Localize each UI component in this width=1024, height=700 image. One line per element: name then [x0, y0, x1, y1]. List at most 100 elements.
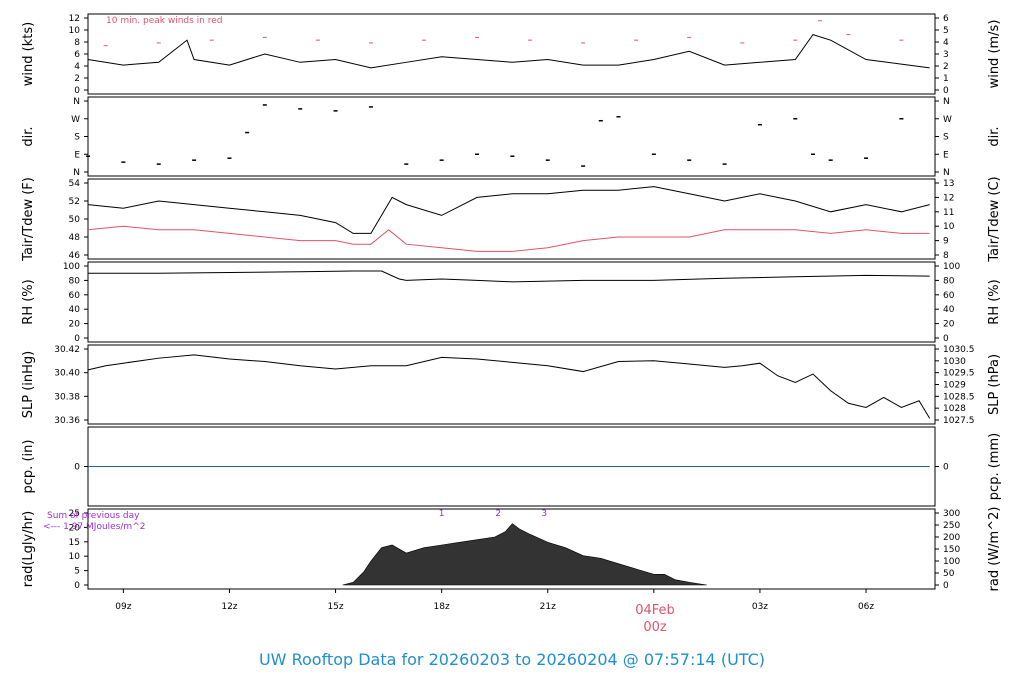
ytick-right-label: 0 — [943, 334, 949, 344]
ylabel-left: pcp. (in) — [21, 440, 36, 494]
wind-annotation: 10 min. peak winds in red — [106, 16, 223, 26]
ytick-right-label: 20 — [943, 320, 955, 330]
ylabel-left: Tair/Tdew (F) — [21, 177, 36, 262]
ytick-left-label: 0 — [74, 463, 80, 473]
ylabel-left: wind (kts) — [21, 22, 36, 86]
ytick-right-label: W — [943, 115, 952, 125]
ytick-right-label: 9 — [943, 237, 949, 247]
x-axis: 09z 12z 15z 18z 21z 03z 06z — [115, 589, 874, 612]
ytick-left-label: 52 — [69, 197, 80, 207]
ytick-left-label: 6 — [74, 50, 80, 60]
xtick-label: 03z — [752, 602, 768, 612]
panel-slp: SLP (inHg) SLP (hPa) 30.36 30.38 30.40 30.42 1… — [21, 344, 1002, 426]
ytick-left-label: N — [73, 168, 80, 178]
ytick-right-label: 1029 — [943, 381, 966, 391]
panel-rh: RH (%) RH (%) 0 20 40 60 80 100 0 20 40 60 80 100 — [21, 261, 1002, 344]
ytick-left-label: 30.40 — [54, 369, 80, 379]
ytick-right-label: 50 — [943, 569, 955, 579]
ylabel-right: pcp. (mm) — [987, 433, 1002, 500]
ytick-right-label: 5 — [943, 26, 949, 36]
ytick-right-label: 13 — [943, 179, 954, 189]
ylabel-left: dir. — [21, 126, 36, 146]
panel-rad: rad(Lgly/hr) rad (W/m^2)05101520250501001… — [21, 507, 1002, 592]
ytick-left-label: 20 — [69, 320, 81, 330]
rad-annotation-line1: Sum of previous day — [47, 511, 140, 521]
xtick-label: 06z — [858, 602, 874, 612]
ytick-right-label: 300 — [943, 509, 960, 519]
ytick-left-label: 40 — [69, 305, 81, 315]
ytick-left-label: 2 — [74, 74, 80, 84]
ylabel-right: dir. — [987, 126, 1002, 146]
footer-title: UW Rooftop Data for 20260203 to 20260204… — [259, 650, 765, 669]
ytick-left-label: 100 — [63, 262, 80, 272]
ylabel-right: rad (W/m^2) — [987, 507, 1002, 592]
ytick-left-label: 48 — [69, 233, 81, 243]
ytick-left-label: 30.42 — [54, 345, 80, 355]
ytick-right-label: S — [943, 133, 949, 143]
ytick-left-label: 46 — [69, 251, 81, 261]
panel-frame — [87, 178, 936, 260]
series-line-slp-0 — [87, 354, 931, 419]
rad-marker: 3 — [541, 509, 547, 519]
ytick-left-label: 0 — [74, 581, 80, 591]
ytick-right-label: 1029.5 — [943, 369, 975, 379]
ytick-right-label: 1 — [943, 74, 949, 84]
ytick-right-label: 40 — [943, 305, 955, 315]
ytick-right-label: 4 — [943, 38, 949, 48]
ytick-right-label: 150 — [943, 545, 960, 555]
ytick-right-label: 60 — [943, 291, 955, 301]
ytick-right-label: N — [943, 97, 950, 107]
xtick-label: 21z — [540, 602, 556, 612]
ytick-left-label: 12 — [69, 14, 80, 24]
xtick-label: 12z — [221, 602, 237, 612]
ytick-right-label: E — [943, 150, 949, 160]
ytick-right-label: 1028 — [943, 404, 966, 414]
ytick-left-label: 50 — [69, 215, 81, 225]
ytick-right-label: 100 — [943, 557, 960, 567]
ytick-left-label: 0 — [74, 86, 80, 96]
ytick-right-label: 1027.5 — [943, 416, 975, 426]
ylabel-left: SLP (inHg) — [21, 351, 36, 419]
ytick-right-label: 80 — [943, 276, 955, 286]
ytick-left-label: 10 — [69, 552, 81, 562]
ytick-right-label: 3 — [943, 50, 949, 60]
ytick-left-label: 30.36 — [54, 416, 80, 426]
series-line-temp-1 — [87, 225, 930, 252]
ytick-left-label: N — [73, 97, 80, 107]
ytick-right-label: 2 — [943, 62, 949, 72]
panel-temp: Tair/Tdew (F) Tair/Tdew (C) 46 48 50 52 54 8 9 10… — [21, 176, 1002, 262]
ytick-right-label: 0 — [943, 463, 949, 473]
ytick-left-label: 54 — [69, 179, 81, 189]
ylabel-right: SLP (hPa) — [987, 354, 1002, 415]
ytick-left-label: 0 — [74, 334, 80, 344]
ylabel-right: wind (m/s) — [987, 20, 1002, 89]
series-line-wind-0 — [87, 34, 930, 69]
ytick-left-label: 30.38 — [54, 392, 80, 402]
series-line-rh-0 — [88, 270, 930, 283]
ytick-right-label: 11 — [943, 208, 954, 218]
ylabel-right: Tair/Tdew (C) — [987, 176, 1002, 262]
ytick-left-label: 60 — [69, 291, 81, 301]
rad-marker: 2 — [495, 509, 501, 519]
ytick-right-label: 100 — [943, 262, 960, 272]
ytick-right-label: 6 — [943, 14, 949, 24]
date-marker-time: 00z — [643, 620, 667, 635]
date-marker-date: 04Feb — [635, 603, 675, 618]
panel-frame — [87, 261, 936, 343]
ylabel-left: RH (%) — [21, 279, 36, 324]
radiation-area — [342, 523, 707, 586]
ytick-right-label: 12 — [943, 193, 954, 203]
ytick-right-label: N — [943, 168, 950, 178]
panel-pcp: pcp. (in) pcp. (mm) 0 0 — [21, 426, 1002, 507]
ylabel-right: RH (%) — [987, 279, 1002, 324]
panel-frame — [87, 13, 936, 95]
ytick-right-label: 0 — [943, 581, 949, 591]
ytick-left-label: 25 — [69, 509, 80, 519]
ytick-right-label: 0 — [943, 86, 949, 96]
ytick-left-label: 5 — [74, 567, 80, 577]
ytick-left-label: 15 — [69, 538, 80, 548]
ytick-left-label: 10 — [69, 26, 81, 36]
